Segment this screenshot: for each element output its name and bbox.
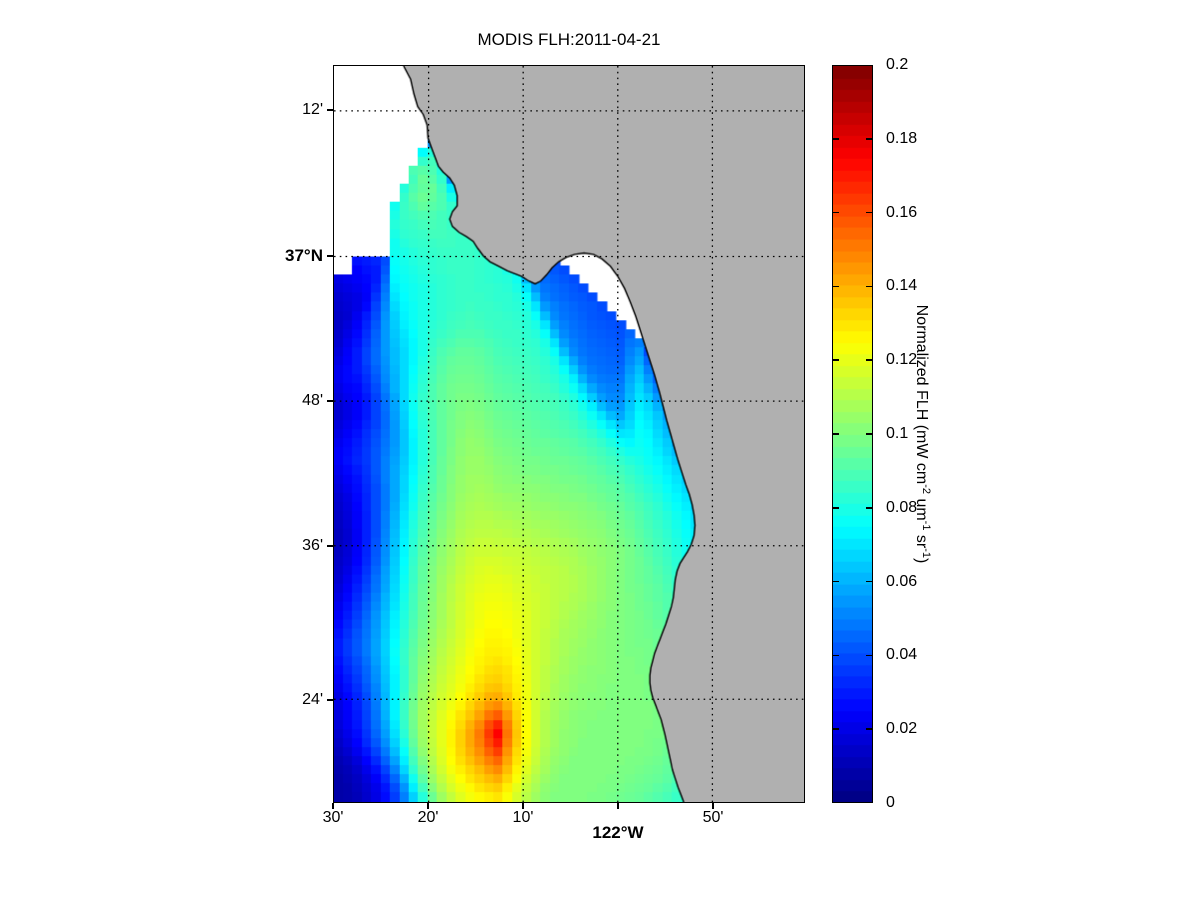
colorbar-tick-2: 0.16 bbox=[886, 203, 918, 221]
flh-heatmap-canvas bbox=[334, 66, 804, 802]
x-tick-label-4: 50' bbox=[702, 809, 724, 826]
colorbar-tick-0: 0.2 bbox=[886, 56, 909, 73]
colorbar-tick-mark bbox=[832, 285, 839, 288]
colorbar-tick-mark bbox=[832, 359, 839, 361]
colorbar-tick-6: 0.08 bbox=[886, 498, 918, 516]
y-tick-label-1: 37°N bbox=[285, 245, 323, 265]
colorbar-tick-1: 0.18 bbox=[886, 129, 918, 147]
colorbar-tick-mark bbox=[866, 138, 873, 140]
colorbar-tick-mark bbox=[832, 433, 839, 435]
x-tick-label-2: 10' bbox=[512, 809, 534, 826]
colorbar-label-mid2: sr bbox=[912, 530, 930, 549]
x-tick-label-3: 122°W bbox=[592, 823, 644, 842]
colorbar-tick-3: 0.14 bbox=[886, 277, 918, 295]
y-tick-label-0: 12' bbox=[302, 101, 323, 119]
colorbar-tick-4: 0.12 bbox=[886, 351, 918, 369]
x-tick-mark bbox=[712, 803, 714, 809]
colorbar-tick-mark bbox=[832, 728, 839, 730]
y-tick-mark bbox=[327, 699, 333, 701]
gridlines-overlay bbox=[334, 66, 804, 802]
page-title: MODIS FLH:2011-04-21 bbox=[477, 30, 661, 49]
colorbar-tick-mark bbox=[866, 433, 873, 435]
x-tick-label-1: 20' bbox=[417, 809, 439, 826]
colorbar-tick-mark bbox=[832, 138, 839, 140]
map-plot-area bbox=[333, 65, 805, 803]
colorbar-tick-mark bbox=[832, 507, 839, 509]
colorbar-tick-mark bbox=[866, 654, 873, 657]
x-tick-mark bbox=[332, 803, 334, 809]
y-tick-label-3: 36' bbox=[302, 537, 323, 555]
colorbar-axis-label: Normalized FLH (mW cm-2 um-1 sr-1) bbox=[912, 305, 932, 564]
colorbar-gradient bbox=[833, 66, 872, 802]
colorbar-label-mid: um bbox=[912, 494, 930, 521]
y-tick-mark bbox=[327, 545, 333, 547]
x-tick-label-0: 30' bbox=[322, 809, 344, 826]
colorbar-label-sup1: -2 bbox=[920, 484, 933, 494]
y-tick-mark bbox=[327, 255, 333, 257]
colorbar-tick-mark bbox=[866, 507, 873, 509]
colorbar-tick-mark bbox=[832, 580, 839, 583]
colorbar-tick-mark bbox=[832, 654, 839, 657]
colorbar-tick-mark bbox=[866, 285, 873, 288]
colorbar-tick-10: 0 bbox=[886, 794, 895, 811]
colorbar-label-sup2: -1 bbox=[920, 520, 933, 531]
colorbar-tick-mark bbox=[866, 728, 873, 730]
x-tick-mark bbox=[522, 803, 524, 809]
colorbar-tick-mark bbox=[866, 359, 873, 361]
x-tick-mark bbox=[427, 803, 429, 809]
colorbar-tick-5: 0.1 bbox=[886, 425, 909, 442]
colorbar-tick-mark bbox=[866, 211, 873, 214]
colorbar-label-text: Normalized FLH (mW cm bbox=[912, 304, 930, 485]
x-tick-mark bbox=[617, 803, 619, 809]
colorbar-label-end: ) bbox=[912, 558, 930, 564]
y-tick-label-4: 24' bbox=[302, 690, 323, 708]
colorbar-tick-mark bbox=[832, 211, 839, 214]
y-tick-mark bbox=[327, 109, 333, 111]
colorbar-tick-8: 0.04 bbox=[886, 646, 918, 664]
y-tick-label-2: 48' bbox=[302, 392, 323, 409]
colorbar-label-sup3: -1 bbox=[920, 548, 933, 559]
colorbar-tick-7: 0.06 bbox=[886, 572, 918, 590]
colorbar-tick-mark bbox=[866, 580, 873, 583]
colorbar-tick-9: 0.02 bbox=[886, 720, 918, 738]
y-tick-mark bbox=[327, 400, 333, 402]
